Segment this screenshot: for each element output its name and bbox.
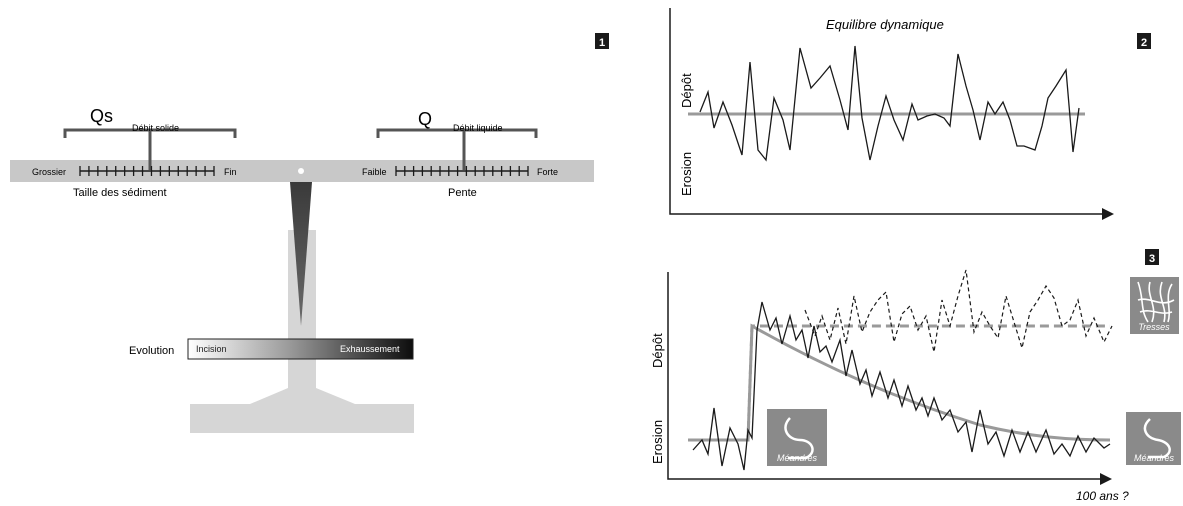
q-caption: Débit liquide xyxy=(453,123,503,133)
evolution-gradient-bar xyxy=(187,338,414,360)
right-scale-title: Pente xyxy=(448,187,477,199)
panel3-x-label: 100 ans ? xyxy=(1076,489,1129,503)
panel-number-1-badge xyxy=(595,33,609,49)
panel2-title: Equilibre dynamique xyxy=(826,17,944,32)
panel3-meander-trend xyxy=(688,323,1111,442)
right-scale-ticks xyxy=(395,166,529,176)
balance-needle xyxy=(290,182,312,326)
equilibrium-panel: Equilibre dynamique Dépôt Erosion 2 xyxy=(669,8,1151,220)
qs-caption: Débit solide xyxy=(132,123,179,133)
qs-symbol: Qs xyxy=(90,106,113,126)
evolution-exhaussement: Exhaussement xyxy=(340,344,400,354)
balance-panel: Qs Débit solide Q Débit liquide Grossier… xyxy=(10,33,609,433)
panel2-signal xyxy=(699,45,1080,162)
panel-number-1: 1 xyxy=(599,37,605,49)
meandres-right-label: Méandres xyxy=(1134,453,1175,463)
balance-pivot xyxy=(298,168,304,174)
panel2-y-top: Dépôt xyxy=(679,73,694,108)
meandres-left-icon-box: Méandres xyxy=(767,409,827,466)
evolution-incision: Incision xyxy=(196,344,227,354)
left-scale-min: Grossier xyxy=(32,167,66,177)
panel-number-2-badge xyxy=(1137,33,1151,49)
meandres-left-label: Méandres xyxy=(777,453,818,463)
meandres-left-icon xyxy=(767,409,827,466)
panel3-braided-signal xyxy=(804,269,1113,353)
left-scale-ticks xyxy=(79,166,215,176)
panel-number-3-badge xyxy=(1145,249,1159,265)
panel-number-3: 3 xyxy=(1149,253,1155,265)
balance-base xyxy=(190,404,414,433)
panel2-axes xyxy=(669,8,1102,215)
left-scale-title: Taille des sédiment xyxy=(73,187,167,199)
evolution-panel: Dépôt Erosion 100 ans ? Méandres Méandre… xyxy=(650,249,1181,503)
panel-number-2: 2 xyxy=(1141,37,1147,49)
left-scale-max: Fin xyxy=(224,167,237,177)
meander-left-path-icon xyxy=(784,417,814,460)
evolution-label: Evolution xyxy=(129,345,174,357)
panel3-arrow xyxy=(1100,473,1112,485)
panel3-meander-signal xyxy=(692,301,1111,471)
meandres-right-icon-box: Méandres xyxy=(1126,412,1181,465)
panel2-arrow xyxy=(1102,208,1114,220)
right-scale-max: Forte xyxy=(537,167,558,177)
tresses-icon-box: Tresses xyxy=(1130,277,1179,334)
tresses-label: Tresses xyxy=(1138,322,1170,332)
panel3-axes xyxy=(667,272,1100,480)
left-bracket xyxy=(63,128,237,170)
braided-river-path-icon xyxy=(1137,281,1175,323)
panel3-y-bottom: Erosion xyxy=(650,420,665,464)
right-bracket xyxy=(376,128,538,170)
q-symbol: Q xyxy=(418,109,432,129)
balance-foot-flare xyxy=(250,388,355,404)
panel3-y-top: Dépôt xyxy=(650,333,665,368)
panel2-y-bottom: Erosion xyxy=(679,152,694,196)
meander-right-path-icon xyxy=(1143,418,1171,459)
right-scale-min: Faible xyxy=(362,167,387,177)
